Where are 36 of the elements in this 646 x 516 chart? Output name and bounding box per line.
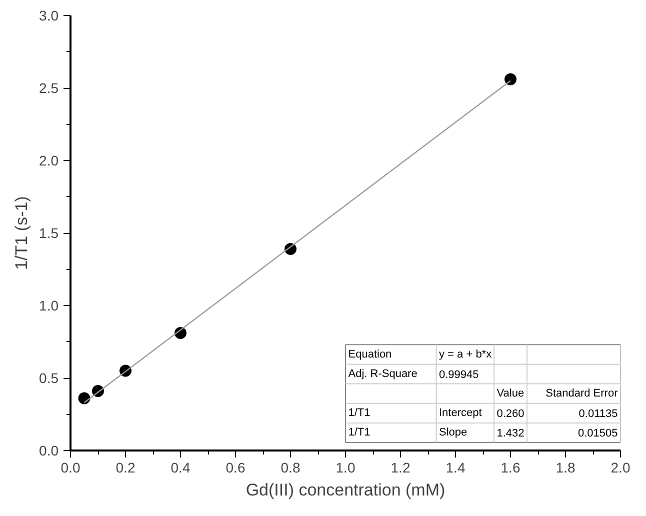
y-axis-title: 1/T1 (s-1)	[12, 196, 32, 270]
annotation: 0.99945	[439, 369, 479, 382]
x-tick-label: 0.8	[280, 460, 300, 476]
annotation: 0.01505	[578, 428, 618, 440]
x-tick-label: 1.6	[500, 460, 520, 476]
text: 2.0	[610, 460, 630, 476]
x-tick-label: 0.6	[226, 460, 246, 476]
x-tick-label: 0.2	[116, 460, 136, 476]
x-tick-label: 1.4	[446, 460, 466, 476]
text: 0.0	[60, 460, 80, 476]
annotation: 1.432	[496, 428, 524, 440]
annotation: Equation	[348, 348, 392, 360]
x-tick-label: 1.2	[390, 460, 410, 476]
x-tick-label: 0.4	[170, 460, 190, 476]
y-tick-label: 0.5	[39, 370, 59, 386]
annotation: 0.260	[496, 408, 524, 420]
annotation: Adj. R-Square	[348, 368, 418, 380]
point	[504, 73, 516, 86]
text: 1.0	[336, 460, 356, 476]
annotation: Intercept	[439, 407, 482, 420]
y-tick-label: 1.5	[39, 225, 59, 241]
annotation: 1/T1	[348, 407, 370, 420]
annotation: y = a + b*x	[439, 348, 492, 360]
text: 2.0	[39, 152, 59, 168]
text: 0.0	[39, 442, 59, 458]
annotation: Standard Error	[546, 388, 618, 400]
text: 1.0	[39, 298, 59, 314]
y-tick-label: 2.5	[39, 80, 59, 96]
annotation: 1/T1	[348, 426, 370, 439]
text: 3.0	[39, 8, 59, 24]
x-tick-label: 1.8	[556, 460, 576, 476]
annotation: 0.01135	[578, 408, 618, 420]
point	[78, 392, 90, 404]
annotation: Value	[496, 388, 524, 400]
x-axis-title: Gd(III) concentration (mM)	[246, 480, 446, 500]
annotation: Slope	[439, 426, 468, 439]
